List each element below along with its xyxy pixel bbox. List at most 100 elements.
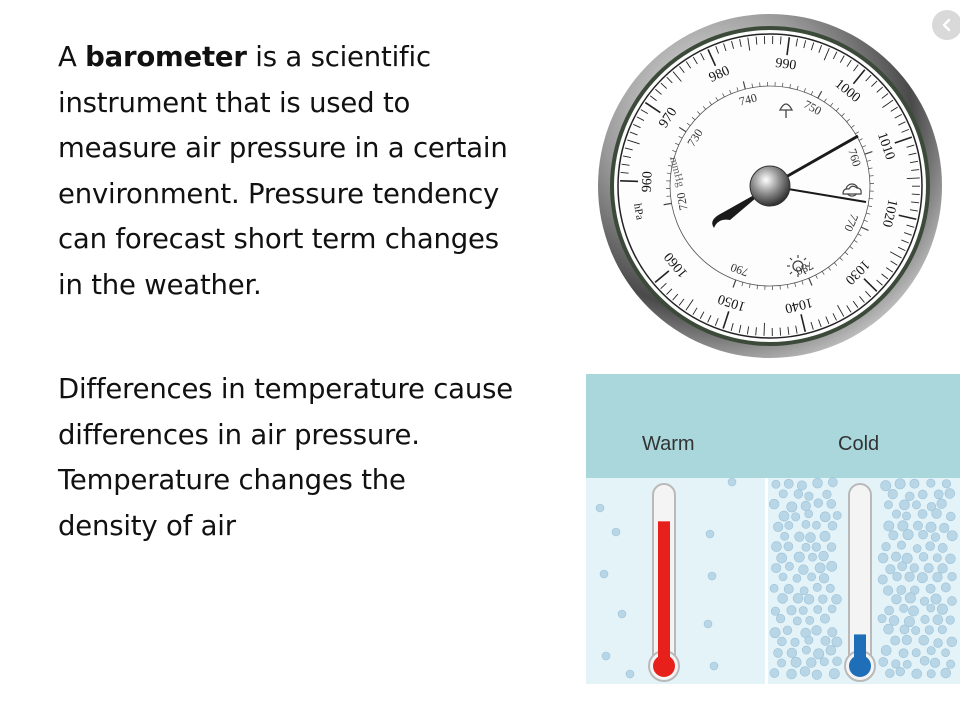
air-molecule [881, 542, 891, 552]
barometer-description: A barometer is a scientific instrument t… [58, 35, 508, 308]
air-molecule [878, 657, 889, 667]
air-molecule [812, 582, 822, 592]
tick-mark [852, 69, 866, 85]
air-molecule [891, 594, 902, 605]
air-molecule [804, 635, 814, 645]
air-molecule [917, 489, 928, 500]
air-molecule [798, 564, 809, 575]
air-molecule [946, 636, 957, 648]
tick-mark [823, 48, 830, 61]
bold-term: barometer [85, 41, 247, 73]
tick-mark [649, 95, 657, 101]
air-molecule [932, 571, 943, 583]
air-molecule [808, 552, 817, 562]
air-molecule [924, 625, 934, 635]
air-molecule [877, 614, 887, 624]
air-molecule [707, 571, 717, 581]
tick-mark [755, 327, 757, 336]
tick-mark [700, 52, 705, 61]
air-molecule [819, 530, 831, 542]
air-molecule [923, 563, 934, 574]
inner-tick-marks [663, 81, 874, 290]
warm-air-molecules [595, 477, 737, 679]
tick-mark [795, 38, 798, 47]
tick-mark [746, 326, 750, 335]
air-molecule [814, 562, 826, 574]
air-molecule [944, 488, 956, 499]
air-molecule [599, 569, 609, 579]
air-molecule [899, 624, 910, 635]
tick-mark [636, 116, 645, 121]
air-molecule [705, 529, 715, 539]
air-molecule [778, 489, 788, 499]
tick-mark [889, 251, 902, 259]
air-molecule [798, 606, 808, 615]
air-molecule [709, 661, 719, 671]
air-molecule [926, 646, 936, 656]
air-molecule [926, 603, 936, 613]
tick-mark [837, 305, 845, 317]
air-molecule [770, 606, 780, 616]
tick-mark [906, 224, 915, 228]
tick-mark [685, 61, 692, 69]
air-molecule [804, 509, 814, 519]
tick-mark [660, 82, 668, 89]
sun-icon [787, 255, 809, 277]
air-molecule [832, 511, 842, 520]
tick-mark [846, 305, 852, 313]
air-molecule [916, 572, 928, 584]
previous-slide-button[interactable] [932, 10, 960, 40]
tick-mark [780, 36, 782, 45]
air-molecule [932, 614, 944, 625]
unit-hpa: hPa [631, 202, 646, 220]
tick-mark [678, 298, 685, 306]
thermometer-graphic [586, 374, 960, 684]
tick-mark [906, 144, 915, 148]
air-molecule [925, 541, 935, 551]
text-line: can forecast short term changes [58, 223, 499, 255]
air-molecule [812, 520, 821, 530]
air-molecule [912, 544, 922, 553]
tick-mark [898, 121, 906, 126]
tick-mark [909, 160, 919, 164]
air-molecule [801, 542, 811, 552]
air-molecule [773, 648, 783, 658]
air-molecule [793, 489, 804, 499]
tick-mark [906, 177, 920, 180]
air-molecule [925, 583, 936, 594]
text-line: in the weather. [58, 268, 262, 301]
tick-mark [863, 278, 878, 292]
tick-mark [890, 106, 898, 112]
air-molecule [812, 477, 823, 489]
air-molecule [941, 479, 952, 489]
scale-label-hpa: 1040 [783, 294, 814, 315]
tick-mark [853, 64, 859, 72]
air-molecule [892, 571, 902, 582]
text-span: is a scientific [246, 41, 431, 73]
air-molecule [799, 586, 809, 596]
air-molecule [901, 552, 913, 564]
air-molecule [822, 489, 832, 499]
tick-mark [810, 321, 814, 330]
air-molecule [932, 553, 942, 563]
tick-mark [897, 246, 906, 252]
cloud-sun-icon [842, 183, 862, 197]
air-molecule [727, 477, 737, 487]
air-molecule [769, 668, 780, 678]
air-molecule [832, 656, 842, 666]
air-molecule [937, 563, 948, 574]
air-molecule [908, 605, 919, 617]
air-molecule [771, 479, 781, 489]
air-molecule [920, 614, 930, 624]
air-molecule [880, 480, 892, 492]
air-molecule [947, 596, 957, 606]
tick-mark [871, 80, 878, 87]
air-molecule [888, 530, 899, 541]
air-molecule [936, 603, 948, 615]
air-molecule [769, 627, 781, 639]
scale-label-mmhg: 780 [794, 258, 816, 278]
text-line: environment. Pressure tendency [58, 177, 500, 210]
tick-mark [881, 273, 889, 280]
scale-label-mmhg: 740 [738, 91, 759, 109]
tick-mark [803, 40, 807, 49]
